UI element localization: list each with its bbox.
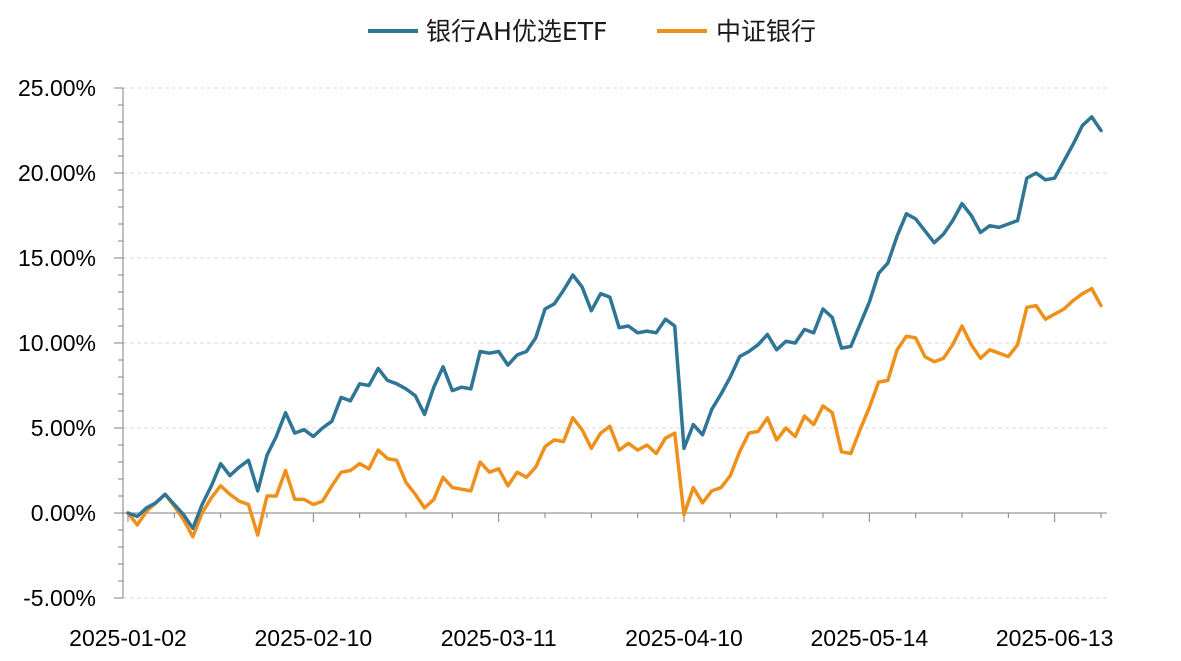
y-tick-label: 10.00% (18, 330, 96, 356)
y-tick-label: -5.00% (23, 585, 96, 611)
series-line-etf (126, 115, 1103, 531)
series-line-index (126, 286, 1103, 539)
y-tick-label: 20.00% (18, 160, 96, 186)
gridlines (123, 87, 1107, 599)
series-lines (126, 115, 1103, 539)
legend: 银行AH优选ETF 中证银行 (368, 17, 816, 46)
x-tick-label: 2025-02-10 (255, 625, 373, 651)
x-tick-label: 2025-03-11 (441, 625, 557, 651)
x-axis-labels: 2025-01-02 2025-02-10 2025-03-11 2025-04-10… (69, 625, 1113, 651)
y-axis-labels: 25.00% 20.00% 15.00% 10.00% 5.00% 0.00% -5.00% (18, 75, 96, 611)
x-tick-label: 2025-04-10 (625, 625, 743, 651)
x-tick-label: 2025-05-14 (811, 625, 929, 651)
legend-label-etf: 银行AH优选ETF (426, 17, 607, 46)
y-tick-label: 5.00% (31, 415, 96, 441)
y-tick-label: 25.00% (18, 75, 96, 101)
y-tick-label: 15.00% (18, 245, 96, 271)
x-tick-label: 2025-06-13 (996, 625, 1114, 651)
legend-label-index: 中证银行 (716, 17, 816, 46)
y-tick-label: 0.00% (31, 500, 96, 526)
x-tick-label: 2025-01-02 (69, 625, 187, 651)
